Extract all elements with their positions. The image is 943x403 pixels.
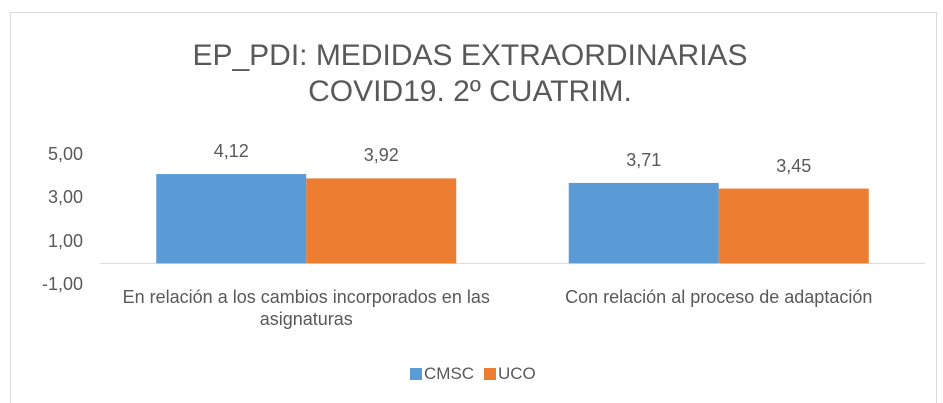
y-tick-label: -1,00 xyxy=(41,274,83,294)
data-label: 3,45 xyxy=(776,155,812,176)
legend-swatch xyxy=(484,368,496,380)
legend-swatch xyxy=(410,368,422,380)
bar xyxy=(718,188,869,264)
data-label: 3,92 xyxy=(363,145,399,166)
y-tick-label: 3,00 xyxy=(47,187,83,208)
legend-label: CMSC xyxy=(424,364,475,383)
y-tick-label: 1,00 xyxy=(47,230,83,251)
y-tick-label: 5,00 xyxy=(47,144,83,164)
chart-title: EP_PDI: MEDIDAS EXTRAORDINARIAS COVID19.… xyxy=(192,39,748,108)
x-tick-label: En relación a los cambios incorporados e… xyxy=(122,287,490,329)
bar xyxy=(306,178,457,264)
data-label: 3,71 xyxy=(626,149,662,170)
chart-frame xyxy=(10,12,937,403)
data-label: 4,12 xyxy=(213,141,249,162)
x-tick-label: Con relación al proceso de adaptación xyxy=(565,287,873,307)
bar xyxy=(156,174,307,264)
bar xyxy=(568,182,719,264)
legend-label: UCO xyxy=(498,364,536,383)
